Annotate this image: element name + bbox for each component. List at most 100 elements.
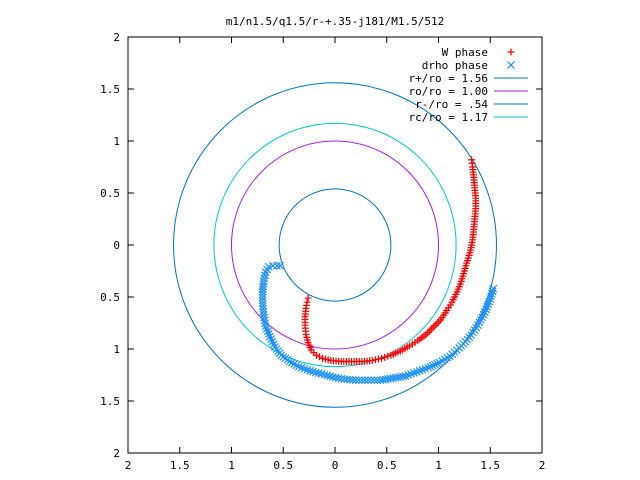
drho-phase-point: [311, 368, 320, 377]
drho-phase-point: [428, 361, 437, 370]
drho-phase-point: [370, 376, 379, 385]
drho-phase-point: [373, 376, 382, 385]
y-tick-label: 1: [113, 135, 120, 148]
drho-phase-point: [292, 361, 301, 370]
drho-phase-point: [258, 296, 267, 305]
drho-phase-point: [326, 372, 335, 381]
drho-phase-point: [354, 376, 363, 385]
drho-phase-point: [262, 324, 271, 333]
drho-phase-point: [259, 277, 268, 286]
w-phase-point: [424, 329, 432, 337]
x-tick-label: 1.5: [480, 459, 500, 472]
drho-phase-point: [367, 376, 376, 385]
drho-phase-point: [290, 360, 299, 369]
drho-phase-point: [261, 271, 269, 280]
w-phase-point: [378, 354, 386, 362]
w-phase-point: [371, 356, 379, 364]
y-tick-label: 1.5: [100, 395, 120, 408]
w-phase-point: [303, 298, 311, 306]
axis-ticks: 2 1.5 1 0.5 0 0.5 1 1.5 221.510.500.511.52: [100, 31, 545, 472]
y-tick-label: 0: [113, 239, 120, 252]
drho-phase-point: [265, 332, 274, 341]
legend-label-r-ro-54: r-/ro = .54: [415, 98, 488, 111]
drho-phase-point: [376, 376, 385, 385]
drho-phase-point: [260, 274, 269, 283]
w-phase-point: [433, 320, 441, 328]
drho-phase-point: [435, 358, 444, 367]
drho-phase-point: [485, 297, 494, 306]
w-phase-point: [387, 351, 395, 359]
drho-phase-point: [294, 362, 303, 371]
w-phase-point: [431, 321, 439, 329]
reference-circles: [173, 82, 497, 408]
y-tick-label: 2: [113, 447, 120, 460]
w-phase-point: [304, 294, 312, 302]
legend-label-r-ro-1-56: r+/ro = 1.56: [409, 72, 488, 85]
x-tick-label: 1: [435, 459, 442, 472]
data-series: [258, 156, 498, 385]
circle-r-ro-1-56: [173, 82, 497, 408]
drho-phase-point: [433, 359, 442, 368]
legend-swatch-drho-phase: [507, 61, 515, 69]
drho-phase-point: [364, 376, 373, 385]
x-tick-label: 0: [332, 459, 339, 472]
w-phase-point: [428, 325, 436, 333]
drho-phase-point: [486, 295, 495, 304]
legend-label-ro-ro-1-00: ro/ro = 1.00: [409, 85, 488, 98]
circle-ro-ro-1-00: [231, 140, 439, 350]
series-drho-phase: [258, 261, 498, 385]
w-phase-point: [381, 353, 389, 361]
drho-phase-point: [258, 293, 267, 302]
drho-phase-point: [314, 369, 323, 378]
circle-r-ro-54: [278, 188, 392, 302]
drho-phase-point: [431, 360, 439, 369]
circle-rc-ro-1-17: [213, 122, 457, 368]
w-phase-point: [315, 353, 323, 361]
y-tick-label: 1.5: [100, 83, 120, 96]
legend-label-rc-ro-1-17: rc/ro = 1.17: [409, 111, 488, 124]
drho-phase-point: [361, 376, 369, 385]
w-phase-point: [384, 352, 392, 360]
legend-label-drho-phase: drho phase: [422, 59, 488, 72]
y-tick-label: 2: [113, 31, 120, 44]
drho-phase-point: [273, 261, 281, 270]
x-tick-label: 2: [539, 459, 546, 472]
drho-phase-point: [329, 373, 337, 382]
series-w-phase: [301, 156, 480, 365]
x-tick-label: 1: [228, 459, 235, 472]
legend-swatch-w-phase: [507, 48, 515, 56]
drho-phase-point: [487, 289, 496, 298]
drho-phase-point: [258, 299, 267, 308]
x-tick-label: 0.5: [377, 459, 397, 472]
drho-phase-point: [320, 370, 329, 379]
drho-phase-point: [263, 327, 272, 336]
drho-phase-point: [484, 300, 493, 309]
x-tick-label: 2: [125, 459, 132, 472]
x-tick-label: 1.5: [170, 459, 190, 472]
w-phase-point: [319, 354, 327, 362]
drho-phase-point: [323, 371, 332, 380]
w-phase-point: [426, 327, 434, 335]
legend-label-w-phase: W phase: [442, 46, 488, 59]
drho-phase-point: [426, 362, 435, 371]
drho-phase-point: [483, 302, 492, 311]
y-tick-label: 1: [113, 343, 120, 356]
chart-title: m1/n1.5/q1.5/r-+.35-j181/M1.5/512: [226, 15, 445, 28]
x-tick-label: 0.5: [273, 459, 293, 472]
w-phase-point: [435, 318, 443, 326]
drho-phase-point: [317, 370, 326, 378]
drho-phase-point: [488, 287, 497, 296]
w-phase-point: [429, 323, 437, 331]
drho-phase-point: [357, 376, 366, 385]
drho-phase-point: [276, 261, 285, 270]
drho-phase-point: [309, 367, 317, 376]
drho-phase-point: [287, 358, 296, 367]
drho-phase-point: [487, 292, 495, 301]
y-tick-label: 0.5: [100, 291, 120, 304]
drho-phase-point: [264, 329, 273, 338]
w-phase-point: [374, 355, 382, 363]
y-tick-label: 0.5: [100, 187, 120, 200]
drho-phase-point: [489, 284, 498, 293]
